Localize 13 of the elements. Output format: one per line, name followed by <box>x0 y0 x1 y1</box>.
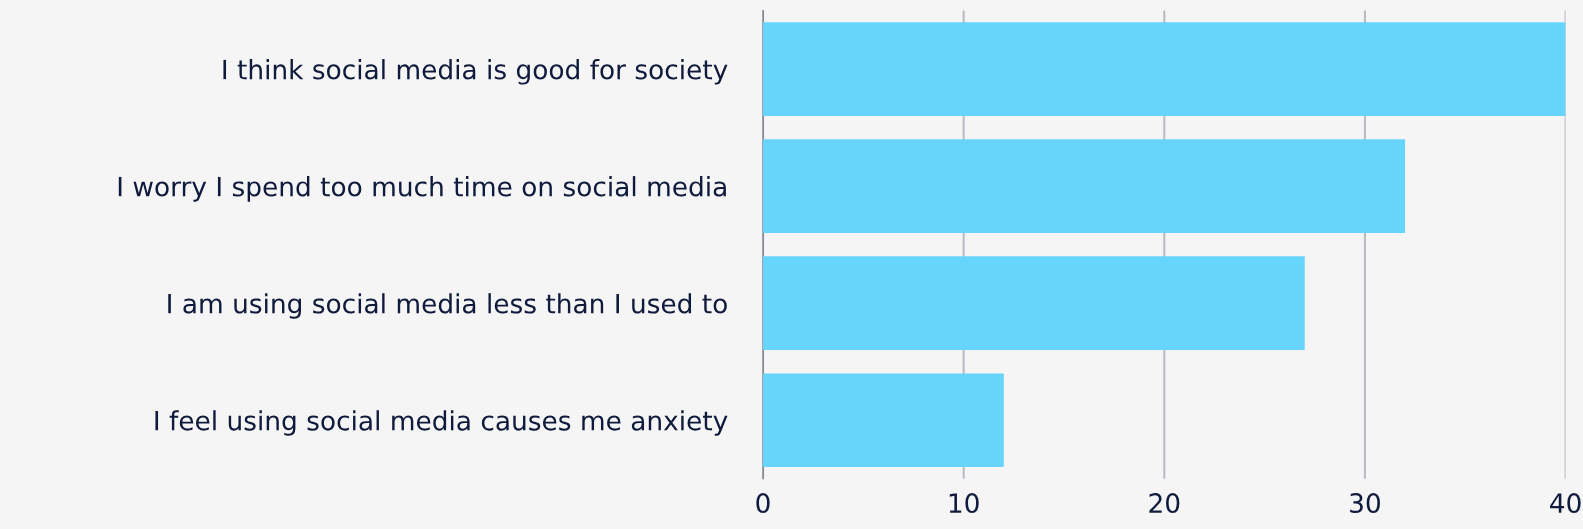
y-tick-label: I feel using social media causes me anxiety <box>155 410 728 436</box>
x-tick-label: 10 <box>949 493 979 514</box>
bar <box>763 22 1566 116</box>
y-tick-label: I think social media is good for society <box>223 59 728 85</box>
bar <box>763 139 1406 233</box>
bar <box>763 256 1305 350</box>
x-tick-label: 0 <box>756 493 770 514</box>
x-tick-label: 40 <box>1550 493 1581 514</box>
x-tick-label: 20 <box>1149 493 1180 514</box>
y-tick-label: I am using social media less than I used to <box>168 293 727 319</box>
x-tick-label: 30 <box>1350 493 1380 514</box>
y-tick-label: I worry I spend too much time on social media <box>118 176 726 202</box>
bar <box>763 373 1004 468</box>
